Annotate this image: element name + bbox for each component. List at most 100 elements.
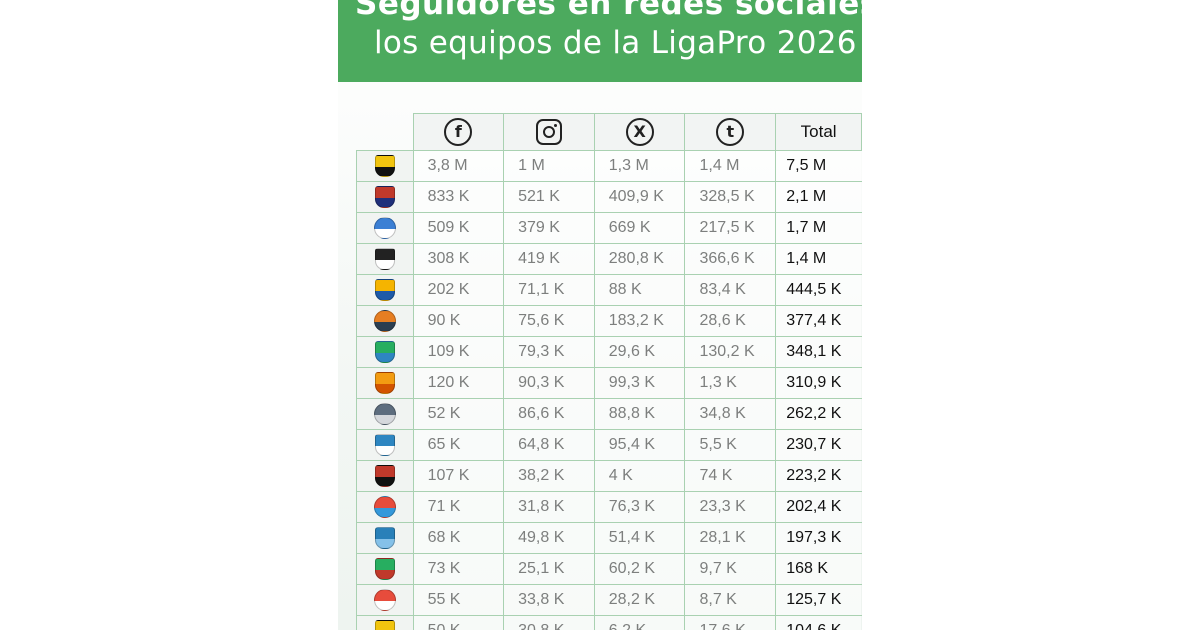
team-crest-icon [373, 496, 396, 518]
facebook-count: 3,8 M [412, 150, 505, 182]
tiktok-count: 328,5 K [684, 181, 777, 213]
x-count: 95,4 K [593, 429, 686, 461]
team-crest-icon [374, 279, 395, 301]
facebook-count: 120 K [412, 367, 505, 399]
table-row: 90 K 75,6 K 183,2 K 28,6 K 377,4 K [356, 305, 862, 337]
x-count: 28,2 K [593, 584, 686, 616]
team-crest-icon [374, 186, 395, 208]
team-crest-cell [356, 212, 414, 244]
x-count: 183,2 K [593, 305, 686, 337]
team-crest-cell [356, 460, 414, 492]
table-row: 65 K 64,8 K 95,4 K 5,5 K 230,7 K [356, 429, 862, 461]
x-count: 76,3 K [593, 491, 686, 523]
tiktok-count: 8,7 K [684, 584, 777, 616]
facebook-count: 109 K [412, 336, 505, 368]
total-count: 1,4 M [775, 243, 862, 275]
team-crest-cell [356, 522, 414, 554]
team-crest-icon [374, 341, 395, 363]
instagram-count: 79,3 K [503, 336, 595, 368]
instagram-count: 64,8 K [503, 429, 595, 461]
tiktok-count: 9,7 K [684, 553, 777, 585]
team-crest-icon [373, 217, 396, 239]
header-facebook: f [412, 113, 505, 151]
header-instagram [503, 113, 595, 151]
team-crest-cell [356, 305, 414, 337]
instagram-count: 49,8 K [503, 522, 595, 554]
team-crest-icon [374, 558, 395, 580]
tiktok-count: 5,5 K [684, 429, 777, 461]
tiktok-count: 366,6 K [684, 243, 777, 275]
tiktok-icon: t [716, 118, 745, 146]
team-crest-cell [356, 398, 414, 430]
instagram-count: 1 M [503, 150, 595, 182]
total-count: 230,7 K [775, 429, 862, 461]
x-icon: X [625, 118, 654, 146]
x-count: 669 K [593, 212, 686, 244]
facebook-count: 50 K [412, 615, 505, 630]
instagram-count: 419 K [503, 243, 595, 275]
team-crest-cell [356, 274, 414, 306]
tiktok-count: 74 K [684, 460, 777, 492]
instagram-count: 71,1 K [503, 274, 595, 306]
team-crest-cell [356, 181, 414, 213]
facebook-count: 90 K [412, 305, 505, 337]
instagram-count: 379 K [503, 212, 595, 244]
title-line-2: los equipos de la LigaPro 2026 [374, 25, 857, 61]
x-count: 88,8 K [593, 398, 686, 430]
tiktok-count: 17,6 K [684, 615, 777, 630]
facebook-count: 73 K [412, 553, 505, 585]
facebook-count: 52 K [412, 398, 505, 430]
total-count: 223,2 K [775, 460, 862, 492]
table-row: 71 K 31,8 K 76,3 K 23,3 K 202,4 K [356, 491, 862, 523]
facebook-count: 202 K [412, 274, 505, 306]
tiktok-count: 130,2 K [684, 336, 777, 368]
tiktok-count: 34,8 K [684, 398, 777, 430]
facebook-count: 107 K [412, 460, 505, 492]
team-crest-cell [356, 243, 414, 275]
title-line-1: Seguidores en redes sociales de [355, 0, 862, 22]
x-count: 51,4 K [593, 522, 686, 554]
team-crest-cell [356, 553, 414, 585]
table-row: 202 K 71,1 K 88 K 83,4 K 444,5 K [356, 274, 862, 306]
facebook-count: 68 K [412, 522, 505, 554]
total-count: 444,5 K [775, 274, 862, 306]
team-crest-cell [356, 429, 414, 461]
x-count: 88 K [593, 274, 686, 306]
table-header-row: f X t Total [356, 113, 862, 151]
instagram-count: 521 K [503, 181, 595, 213]
team-crest-cell [356, 584, 414, 616]
tiktok-count: 1,3 K [684, 367, 777, 399]
facebook-count: 71 K [412, 491, 505, 523]
total-count: 1,7 M [775, 212, 862, 244]
x-count: 6,2 K [593, 615, 686, 630]
x-count: 280,8 K [593, 243, 686, 275]
team-crest-icon [374, 248, 395, 270]
tiktok-count: 28,1 K [684, 522, 777, 554]
total-count: 262,2 K [775, 398, 862, 430]
x-count: 99,3 K [593, 367, 686, 399]
header-total: Total [775, 113, 862, 151]
team-crest-icon [373, 589, 396, 611]
title-banner: Seguidores en redes sociales de los equi… [338, 0, 862, 82]
x-count: 1,3 M [593, 150, 686, 182]
total-count: 125,7 K [775, 584, 862, 616]
x-count: 409,9 K [593, 181, 686, 213]
total-count: 348,1 K [775, 336, 862, 368]
header-corner [356, 113, 414, 151]
tiktok-count: 23,3 K [684, 491, 777, 523]
team-crest-icon [374, 620, 395, 630]
header-tiktok: t [684, 113, 777, 151]
table-row: 55 K 33,8 K 28,2 K 8,7 K 125,7 K [356, 584, 862, 616]
facebook-count: 308 K [412, 243, 505, 275]
table-row: 308 K 419 K 280,8 K 366,6 K 1,4 M [356, 243, 862, 275]
instagram-count: 75,6 K [503, 305, 595, 337]
table-row: 52 K 86,6 K 88,8 K 34,8 K 262,2 K [356, 398, 862, 430]
team-crest-icon [374, 527, 395, 549]
instagram-count: 33,8 K [503, 584, 595, 616]
team-crest-icon [373, 403, 396, 425]
facebook-icon: f [444, 118, 473, 146]
total-count: 168 K [775, 553, 862, 585]
facebook-count: 509 K [412, 212, 505, 244]
